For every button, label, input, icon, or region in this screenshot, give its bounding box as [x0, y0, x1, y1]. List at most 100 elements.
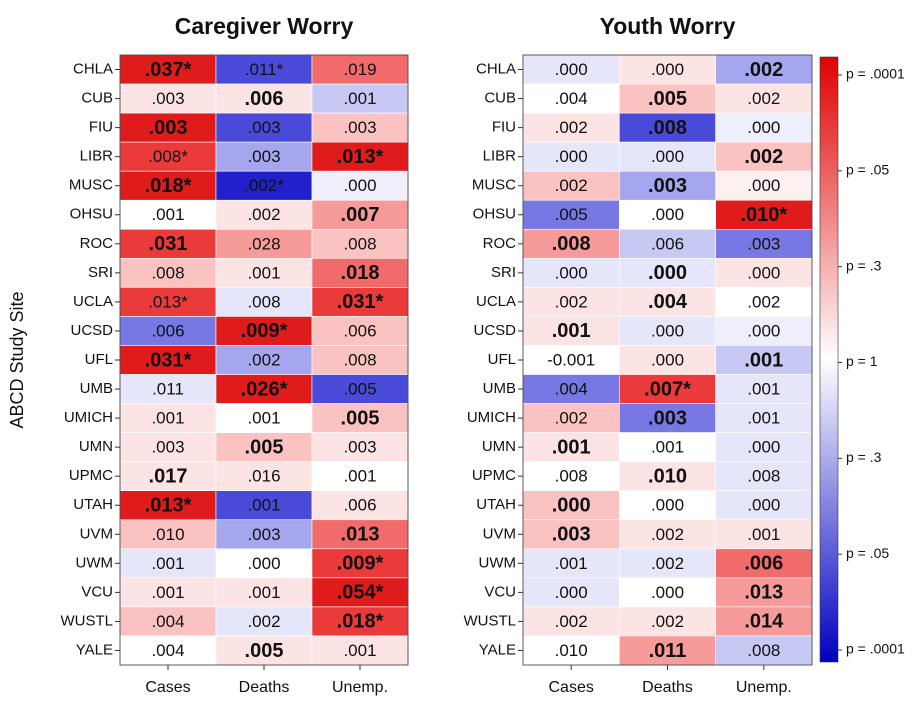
cell-label: .008 — [343, 234, 376, 253]
y-tick-label: UPMC — [69, 467, 113, 484]
cell-label: .004 — [151, 641, 184, 660]
y-tick-label: UMB — [80, 380, 113, 397]
heatmap-cell — [522, 112, 620, 143]
cell-label: .006 — [151, 321, 184, 340]
cell-label: .000 — [651, 321, 684, 340]
cell-label: .000 — [747, 321, 780, 340]
heatmap-cell — [215, 606, 313, 637]
cell-label: .000 — [555, 60, 588, 79]
y-tick-label: LIBR — [80, 148, 114, 165]
y-tick-label: CUB — [484, 90, 516, 107]
heatmap-cell — [119, 258, 217, 288]
heatmap-cell — [619, 287, 716, 317]
heatmap-cell — [715, 112, 813, 143]
heatmap-cell — [215, 258, 313, 288]
heatmap-cell — [715, 577, 813, 608]
colorbar-label: p = .05 — [846, 545, 889, 561]
heatmap-cell — [215, 316, 313, 346]
y-tick-label: UMN — [482, 438, 516, 455]
heatmap-cell — [119, 287, 217, 317]
cell-label: .002* — [244, 176, 284, 195]
y-tick-label: UMICH — [64, 409, 113, 426]
heatmap-cell — [619, 490, 716, 521]
cell-label: .001 — [247, 263, 280, 282]
y-tick-label: UTAH — [476, 496, 516, 513]
heatmap-cell — [619, 316, 716, 346]
cell-label: .014 — [744, 611, 784, 633]
cell-label: .001 — [151, 409, 184, 428]
heatmap-cell — [215, 490, 313, 521]
cell-label: .000 — [651, 583, 684, 602]
heatmap-cell — [619, 54, 716, 85]
heatmap-cell — [715, 606, 813, 637]
heatmap-cell — [215, 228, 313, 259]
cell-label: .008 — [151, 263, 184, 282]
cell-label: .000 — [651, 60, 684, 79]
cell-label: .000 — [555, 583, 588, 602]
cell-label: .018 — [341, 262, 380, 284]
y-tick-label: UVM — [80, 525, 113, 542]
cell-label: .008 — [552, 233, 591, 255]
heatmap-cell — [215, 403, 313, 433]
cell-label: .008 — [247, 292, 280, 311]
y-tick-label: UPMC — [472, 467, 516, 484]
cell-label: .008 — [747, 467, 780, 486]
heatmap-cell — [215, 83, 313, 114]
colorbar-label: p = .3 — [846, 449, 882, 465]
y-tick-label: FIU — [89, 119, 113, 136]
heatmap-cell — [619, 432, 716, 462]
heatmap-cell — [619, 403, 716, 433]
heatmap-cell — [311, 490, 409, 521]
y-tick-label: UCSD — [473, 322, 516, 339]
cell-label: .005 — [648, 88, 687, 110]
cell-label: .000 — [552, 495, 591, 517]
cell-label: .001 — [343, 89, 376, 108]
cell-label: .009* — [337, 553, 384, 575]
cell-label: .000 — [555, 263, 588, 282]
cell-label: .002 — [247, 205, 280, 224]
heatmap-cell — [311, 403, 409, 433]
cell-label: .007* — [644, 378, 691, 400]
y-tick-label: UWM — [76, 554, 114, 571]
y-tick-label: OHSU — [473, 206, 516, 223]
cell-label: .026* — [241, 378, 288, 400]
cell-label: .001 — [343, 467, 376, 486]
cell-label: .006 — [744, 553, 783, 575]
cell-label: .002 — [651, 525, 684, 544]
cell-label: .010 — [648, 465, 687, 487]
heatmap-cell — [119, 83, 217, 114]
y-tick-label: WUSTL — [464, 612, 517, 629]
cell-label: .002 — [247, 350, 280, 369]
y-tick-label: VCU — [81, 583, 113, 600]
cell-label: .010 — [555, 641, 588, 660]
cell-label: .037* — [145, 59, 192, 81]
cell-label: .006 — [651, 234, 684, 253]
heatmap-cell — [119, 577, 217, 608]
cell-label: .031* — [337, 291, 384, 313]
heatmap-cell — [619, 461, 716, 492]
cell-label: .018* — [145, 175, 192, 197]
heatmap-cell — [715, 287, 813, 317]
colorbar-label: p = 1 — [846, 353, 878, 369]
cell-label: .018* — [337, 611, 384, 633]
x-tick-label: Unemp. — [736, 679, 792, 696]
heatmap-cell — [119, 490, 217, 521]
heatmap-cell — [311, 83, 409, 114]
heatmap-cell — [522, 461, 620, 492]
cell-label: .004 — [555, 380, 588, 399]
heatmap-cell — [715, 141, 813, 172]
heatmap-cell — [215, 577, 313, 608]
cell-label: .002 — [744, 146, 783, 168]
x-tick-label: Unemp. — [332, 679, 388, 696]
cell-label: .002 — [747, 89, 780, 108]
heatmap-cell — [119, 228, 217, 259]
cell-label: .011 — [152, 380, 184, 399]
y-tick-label: SRI — [491, 264, 516, 281]
y-tick-label: MUSC — [472, 177, 516, 194]
y-tick-label: YALE — [479, 641, 516, 658]
cell-label: .008 — [555, 467, 588, 486]
heatmap-cell — [522, 490, 620, 521]
heatmap-cell — [119, 316, 217, 346]
heatmap-cell — [311, 519, 409, 550]
colorbar-label: p = .0001 — [846, 641, 905, 657]
